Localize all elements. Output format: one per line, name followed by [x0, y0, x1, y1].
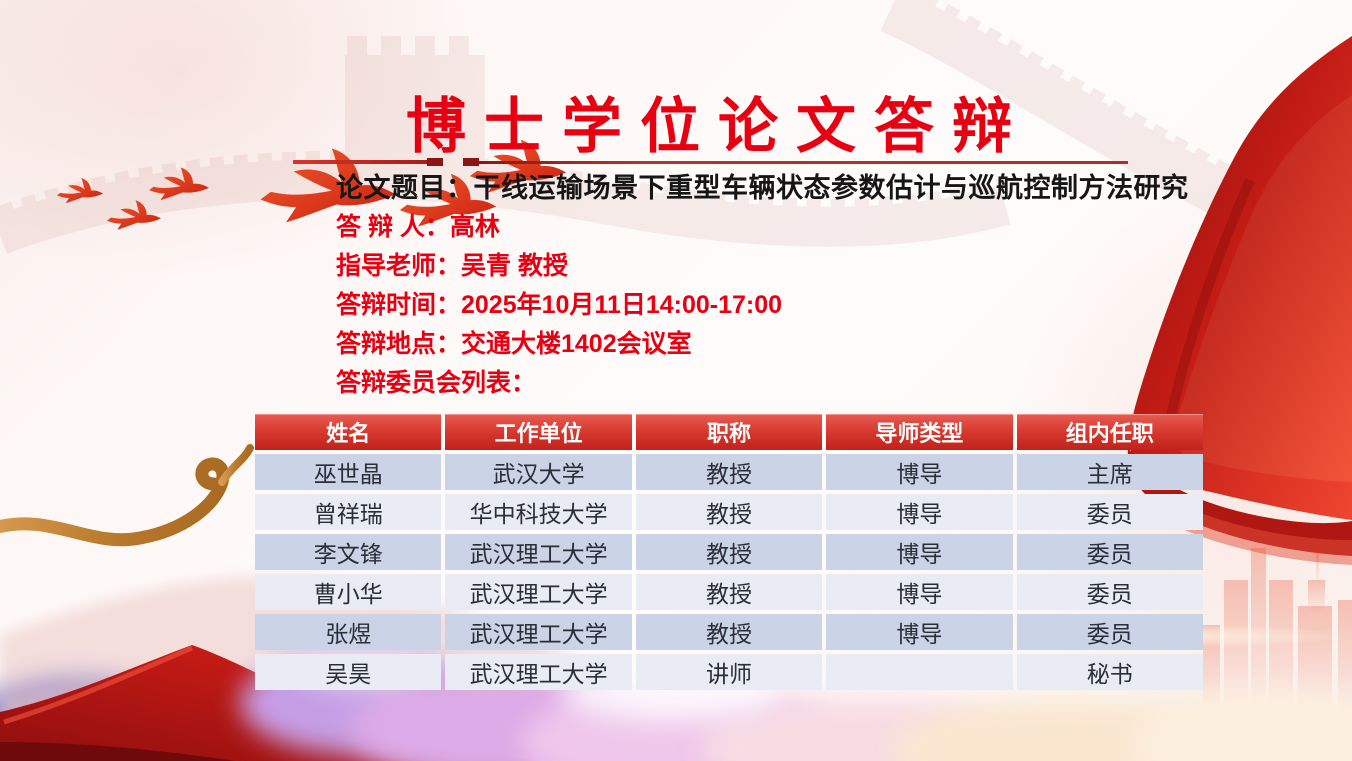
- table-cell: 博导: [826, 534, 1013, 570]
- table-cell: 张煜: [255, 614, 442, 650]
- table-cell: 曹小华: [255, 574, 442, 610]
- page-title: 博士学位论文答辩: [406, 93, 1030, 161]
- table-cell: 教授: [635, 494, 823, 530]
- table-cell: 主席: [1016, 454, 1203, 490]
- table-cell: 巫世晶: [255, 454, 442, 490]
- table-cell: 博导: [826, 494, 1013, 530]
- title-divider-right-cap: [463, 158, 479, 166]
- defense-location-line: 答辩地点：交通大楼1402会议室: [336, 329, 692, 358]
- table-cell: 武汉理工大学: [445, 614, 632, 650]
- table-cell: 讲师: [635, 654, 823, 690]
- defender-line: 答 辩 人：高林: [336, 212, 500, 241]
- table-cell: 博导: [826, 574, 1013, 610]
- title-divider-left: [293, 160, 441, 164]
- table-cell: 吴昊: [255, 654, 442, 690]
- table-cell: 博导: [826, 614, 1013, 650]
- table-header-workunit: 工作单位: [445, 414, 632, 450]
- table-cell: 教授: [635, 574, 823, 610]
- title-divider-right: [479, 161, 1128, 164]
- table-header-advisortype: 导师类型: [826, 414, 1013, 450]
- defense-time-line: 答辩时间：2025年10月11日14:00-17:00: [336, 290, 783, 319]
- table-cell: 委员: [1016, 534, 1203, 570]
- table-cell: 曾祥瑞: [255, 494, 442, 530]
- table-header-name: 姓名: [255, 414, 442, 450]
- table-cell: 秘书: [1016, 654, 1203, 690]
- table-cell: 教授: [635, 534, 823, 570]
- advisor-line: 指导老师：吴青 教授: [336, 251, 568, 280]
- title-divider-left-cap: [427, 158, 443, 166]
- table-cell: 委员: [1016, 494, 1203, 530]
- table-cell: 教授: [635, 454, 823, 490]
- table-cell: [826, 654, 1013, 690]
- table-cell: 李文锋: [255, 534, 442, 570]
- committee-list-label: 答辩委员会列表：: [336, 368, 537, 397]
- table-cell: 武汉大学: [445, 454, 632, 490]
- table-header-role: 组内任职: [1016, 414, 1203, 450]
- table-cell: 教授: [635, 614, 823, 650]
- defense-info: 论文题目：干线运输场景下重型车辆状态参数估计与巡航控制方法研究 答 辩 人：高林…: [336, 166, 1189, 400]
- table-cell: 委员: [1016, 614, 1203, 650]
- table-cell: 武汉理工大学: [445, 574, 632, 610]
- thesis-title-line: 论文题目：干线运输场景下重型车辆状态参数估计与巡航控制方法研究: [336, 173, 1189, 203]
- table-header-title: 职称: [635, 414, 823, 450]
- table-cell: 委员: [1016, 574, 1203, 610]
- committee-table: 姓名 工作单位 职称 导师类型 组内任职 巫世晶 武汉大学 教授 博导 主席 曾祥瑞 华中科…: [255, 414, 1203, 690]
- table-cell: 武汉理工大学: [445, 534, 632, 570]
- table-cell: 博导: [826, 454, 1013, 490]
- table-cell: 武汉理工大学: [445, 654, 632, 690]
- table-cell: 华中科技大学: [445, 494, 632, 530]
